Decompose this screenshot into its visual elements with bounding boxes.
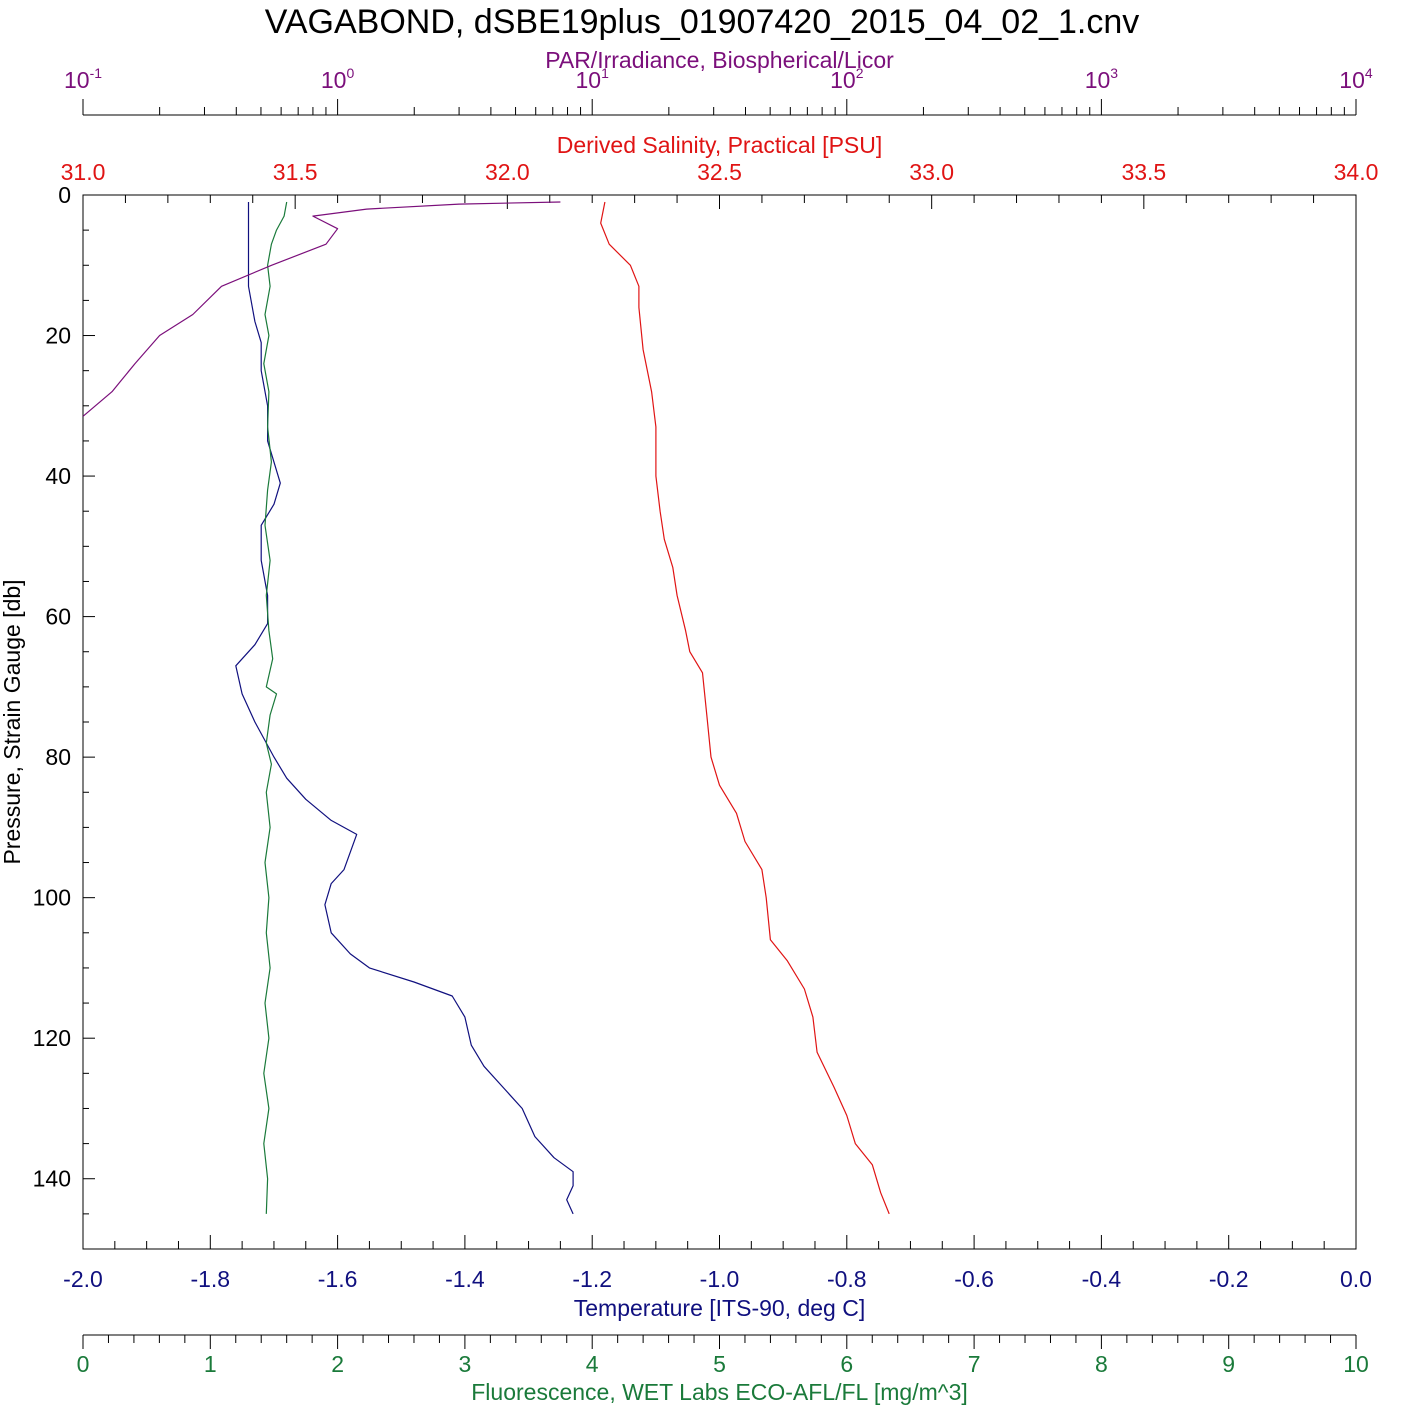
fluorescence-tick-label: 0 xyxy=(77,1351,90,1377)
series-group xyxy=(82,201,890,1215)
temperature-tick-label: -1.6 xyxy=(318,1266,358,1292)
pressure-tick-label: 100 xyxy=(33,885,71,911)
temperature-tick-label: 0.0 xyxy=(1340,1266,1372,1292)
pressure-tick-label: 120 xyxy=(33,1025,71,1051)
temperature-tick-label: -0.4 xyxy=(1082,1266,1122,1292)
par-axis-label: PAR/Irradiance, Biospherical/Licor xyxy=(545,47,894,73)
fluorescence-series-line xyxy=(263,201,288,1214)
par-tick-label: 103 xyxy=(1085,65,1119,93)
temperature-series-line xyxy=(235,202,574,1215)
temperature-tick-label: -1.8 xyxy=(190,1266,230,1292)
pressure-tick-label: 140 xyxy=(33,1166,71,1192)
salinity-tick-label: 32.5 xyxy=(697,159,742,185)
temperature-tick-label: -0.8 xyxy=(827,1266,867,1292)
par-series-line xyxy=(82,201,561,417)
salinity-series-line xyxy=(600,201,890,1215)
fluorescence-tick-label: 8 xyxy=(1095,1351,1108,1377)
temperature-tick-label: -1.4 xyxy=(445,1266,485,1292)
fluorescence-tick-label: 7 xyxy=(968,1351,981,1377)
temperature-tick-label: -0.2 xyxy=(1209,1266,1249,1292)
fluorescence-axis-label: Fluorescence, WET Labs ECO-AFL/FL [mg/m^… xyxy=(471,1379,968,1405)
fluorescence-tick-label: 1 xyxy=(204,1351,217,1377)
salinity-tick-label: 33.5 xyxy=(1121,159,1166,185)
fluorescence-tick-label: 3 xyxy=(459,1351,472,1377)
salinity-tick-label: 31.0 xyxy=(61,159,106,185)
par-tick-label: 101 xyxy=(576,65,610,93)
fluorescence-tick-label: 10 xyxy=(1343,1351,1369,1377)
pressure-tick-label: 20 xyxy=(45,323,71,349)
temperature-tick-label: -1.0 xyxy=(700,1266,740,1292)
pressure-tick-label: 40 xyxy=(45,463,71,489)
fluorescence-tick-label: 2 xyxy=(331,1351,344,1377)
pressure-tick-label: 60 xyxy=(45,604,71,630)
salinity-tick-label: 31.5 xyxy=(273,159,318,185)
fluorescence-tick-label: 6 xyxy=(840,1351,853,1377)
temperature-axis-label: Temperature [ITS-90, deg C] xyxy=(574,1295,865,1321)
pressure-tick-label: 80 xyxy=(45,744,71,770)
temperature-tick-label: -1.2 xyxy=(572,1266,612,1292)
par-tick-label: 10-1 xyxy=(64,65,102,93)
fluorescence-tick-label: 4 xyxy=(586,1351,599,1377)
fluorescence-tick-label: 5 xyxy=(713,1351,726,1377)
salinity-tick-label: 32.0 xyxy=(485,159,530,185)
pressure-tick-label: 0 xyxy=(58,182,71,208)
plot-frame xyxy=(82,194,1357,1250)
fluorescence-tick-label: 9 xyxy=(1222,1351,1235,1377)
salinity-axis-label: Derived Salinity, Practical [PSU] xyxy=(557,132,883,158)
temperature-tick-label: -0.6 xyxy=(954,1266,994,1292)
chart-title: VAGABOND, dSBE19plus_01907420_2015_04_02… xyxy=(265,3,1140,41)
salinity-tick-label: 33.0 xyxy=(909,159,954,185)
pressure-axis-label: Pressure, Strain Gauge [db] xyxy=(0,579,25,864)
par-tick-label: 102 xyxy=(830,65,864,93)
temperature-tick-label: -2.0 xyxy=(63,1266,103,1292)
salinity-tick-label: 34.0 xyxy=(1334,159,1379,185)
par-tick-label: 104 xyxy=(1339,65,1373,93)
par-tick-label: 100 xyxy=(321,65,355,93)
